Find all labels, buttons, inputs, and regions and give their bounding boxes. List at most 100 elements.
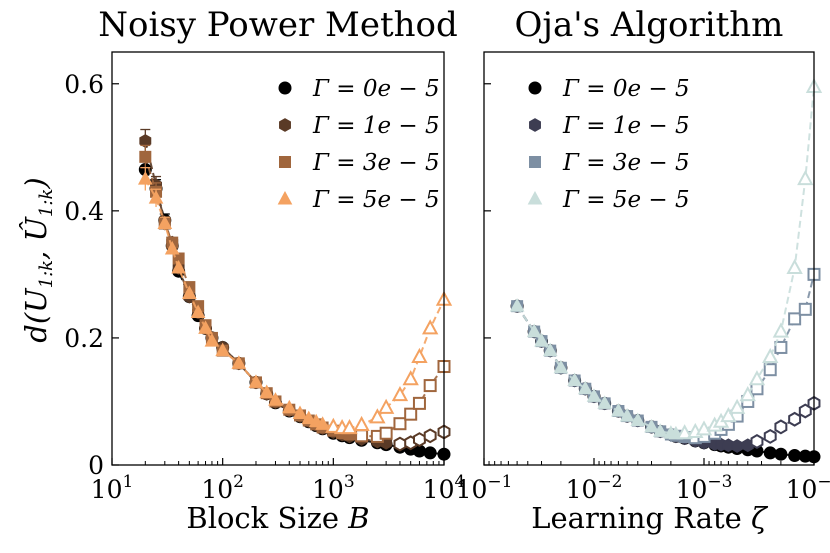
legend-label: Γ = 0e − 5 bbox=[562, 76, 690, 102]
legend-label: Γ = 1e − 5 bbox=[312, 113, 440, 139]
x-axis-label: Block Size B bbox=[186, 501, 369, 535]
legend-marker bbox=[279, 156, 291, 168]
data-point bbox=[341, 419, 358, 435]
data-point bbox=[763, 363, 777, 377]
legend-marker bbox=[277, 190, 293, 205]
data-point bbox=[259, 384, 275, 399]
data-point bbox=[526, 323, 542, 338]
data-point bbox=[379, 426, 393, 440]
data-point bbox=[786, 258, 803, 275]
y-axis-label: d(U1:k, Û1:k) bbox=[18, 177, 57, 342]
data-point bbox=[268, 392, 283, 406]
data-point bbox=[325, 417, 342, 433]
plot-frame bbox=[483, 51, 815, 466]
legend-marker bbox=[278, 81, 292, 95]
data-point bbox=[774, 447, 788, 461]
x-tick-label: 103 bbox=[312, 472, 355, 504]
legend-marker bbox=[527, 190, 543, 205]
x-tick-label: 10−2 bbox=[566, 472, 623, 504]
data-point bbox=[762, 347, 779, 363]
x-tick-label: 10−4 bbox=[786, 472, 830, 504]
x-tick-label: 10−1 bbox=[456, 472, 513, 504]
data-point bbox=[402, 370, 419, 386]
data-point bbox=[137, 171, 153, 185]
legend: Γ = 0e − 5 Γ = 1e − 5 Γ = 3e − 5 Γ = 5e − 5 bbox=[277, 76, 440, 213]
data-point bbox=[720, 406, 737, 423]
data-point bbox=[315, 416, 330, 430]
data-point bbox=[644, 418, 659, 433]
x-tick-label: 10−3 bbox=[676, 472, 733, 504]
x-tick-label: 101 bbox=[91, 472, 134, 504]
data-point bbox=[597, 395, 612, 409]
x-tick-label: 104 bbox=[423, 472, 466, 504]
y-tick-label: 0.4 bbox=[64, 197, 104, 226]
data-point bbox=[412, 432, 426, 448]
data-point bbox=[353, 415, 370, 431]
data-point bbox=[772, 322, 790, 338]
y-axis-ticks bbox=[484, 83, 491, 466]
data-point bbox=[731, 439, 744, 453]
data-point bbox=[421, 319, 439, 335]
plot-area bbox=[137, 128, 453, 461]
legend-marker bbox=[529, 118, 541, 132]
data-point bbox=[630, 412, 646, 427]
data-point bbox=[164, 240, 180, 255]
x-tick-label: 102 bbox=[201, 472, 244, 504]
data-point bbox=[369, 408, 386, 424]
data-point bbox=[423, 446, 437, 460]
legend-marker bbox=[529, 156, 541, 168]
data-point bbox=[198, 320, 213, 334]
data-point bbox=[797, 169, 814, 186]
data-point bbox=[404, 407, 418, 421]
panel-ojas-algorithm: Oja's Algorithm 10−1 10−2 10−3 10−4 Γ = 0e … bbox=[456, 5, 830, 504]
data-point bbox=[215, 342, 231, 357]
legend-marker bbox=[279, 118, 291, 132]
data-point bbox=[534, 333, 549, 347]
data-point bbox=[377, 398, 395, 414]
series-3 bbox=[509, 77, 823, 440]
data-point bbox=[423, 428, 437, 444]
data-point bbox=[292, 405, 308, 420]
data-point bbox=[567, 372, 582, 386]
data-point bbox=[542, 342, 558, 357]
data-point bbox=[652, 423, 668, 437]
data-point bbox=[231, 355, 247, 369]
data-point bbox=[393, 417, 407, 431]
data-point bbox=[553, 359, 569, 374]
data-point bbox=[423, 379, 437, 393]
data-point bbox=[763, 428, 777, 444]
data-point bbox=[281, 399, 297, 414]
data-point bbox=[748, 370, 766, 386]
x-axis-label: Learning Rate ζ bbox=[531, 501, 769, 535]
legend-label: Γ = 5e − 5 bbox=[312, 187, 440, 213]
data-point bbox=[788, 411, 802, 427]
data-point bbox=[301, 410, 317, 425]
x-axis-ticks: 101 102 103 104 bbox=[91, 458, 466, 504]
data-point bbox=[411, 347, 428, 363]
legend-label: Γ = 1e − 5 bbox=[562, 113, 690, 139]
legend-label: Γ = 3e − 5 bbox=[312, 150, 440, 176]
data-point bbox=[728, 398, 746, 414]
data-point bbox=[750, 434, 764, 449]
data-point bbox=[611, 402, 626, 417]
series-3 bbox=[137, 166, 453, 435]
data-point bbox=[157, 215, 173, 230]
chart-title: Oja's Algorithm bbox=[515, 5, 784, 45]
data-point bbox=[586, 388, 602, 402]
data-point bbox=[248, 374, 264, 388]
x-axis-ticks: 10−1 10−2 10−3 10−4 bbox=[456, 458, 830, 504]
data-point bbox=[182, 285, 197, 299]
data-point bbox=[676, 424, 693, 440]
data-point bbox=[774, 419, 788, 435]
chart-title: Noisy Power Method bbox=[98, 5, 458, 45]
y-axis-ticks: 0 0.2 0.4 0.6 bbox=[64, 70, 119, 480]
data-point bbox=[190, 304, 206, 319]
data-point bbox=[355, 429, 369, 443]
data-point bbox=[391, 386, 409, 402]
data-point bbox=[171, 259, 186, 274]
legend-label: Γ = 0e − 5 bbox=[312, 76, 440, 102]
data-point bbox=[577, 380, 593, 395]
data-point bbox=[739, 386, 756, 402]
y-tick-label: 0 bbox=[88, 451, 104, 480]
